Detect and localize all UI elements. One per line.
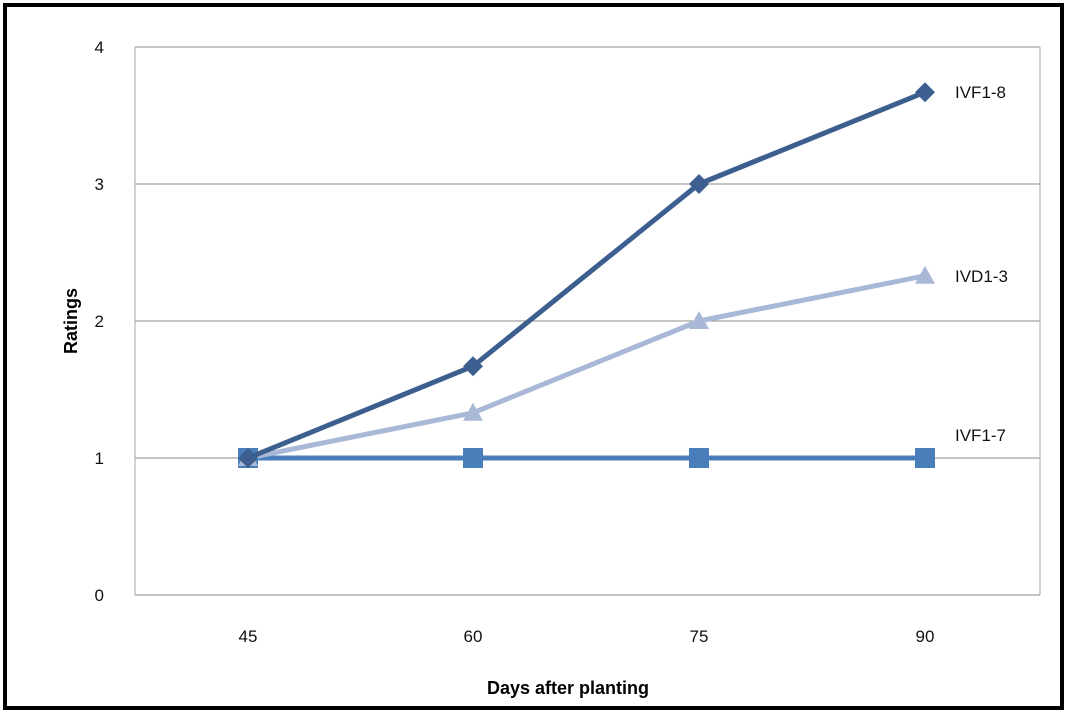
data-point-ivf1-8 <box>689 174 709 194</box>
y-tick-label: 0 <box>95 586 104 605</box>
data-point-ivd1-3 <box>689 311 709 329</box>
y-tick-labels: 0 1 2 3 4 <box>95 38 104 605</box>
x-tick-labels: 45 60 75 90 <box>239 627 935 646</box>
y-tick-label: 1 <box>95 449 104 468</box>
series-label-ivf1-7: IVF1-7 <box>955 426 1006 445</box>
series-group <box>238 82 935 468</box>
y-axis-title: Ratings <box>61 288 81 354</box>
x-tick-label: 90 <box>916 627 935 646</box>
x-tick-label: 75 <box>690 627 709 646</box>
gridlines <box>135 46 1040 596</box>
y-tick-label: 2 <box>95 312 104 331</box>
y-tick-label: 3 <box>95 175 104 194</box>
series-line-ivd1-3 <box>245 273 928 461</box>
data-point-ivd1-3 <box>915 265 935 284</box>
y-tick-label: 4 <box>95 38 104 57</box>
x-axis-title: Days after planting <box>487 678 649 698</box>
series-labels: IVF1-7 IVD1-3 IVF1-8 <box>955 83 1008 445</box>
data-point-ivf1-7 <box>915 448 935 468</box>
chart-frame <box>3 3 1064 710</box>
series-label-ivf1-8: IVF1-8 <box>955 83 1006 102</box>
x-tick-label: 60 <box>464 627 483 646</box>
data-point-ivf1-7 <box>463 448 483 468</box>
data-point-ivf1-8 <box>238 448 258 468</box>
series-label-ivd1-3: IVD1-3 <box>955 267 1008 286</box>
data-point-ivf1-7 <box>689 448 709 468</box>
data-point-ivd1-3 <box>463 402 483 421</box>
data-point-ivf1-8 <box>915 82 935 103</box>
x-tick-label: 45 <box>239 627 258 646</box>
data-point-ivf1-8 <box>463 356 483 377</box>
series-line-ivf1-8 <box>245 89 928 461</box>
